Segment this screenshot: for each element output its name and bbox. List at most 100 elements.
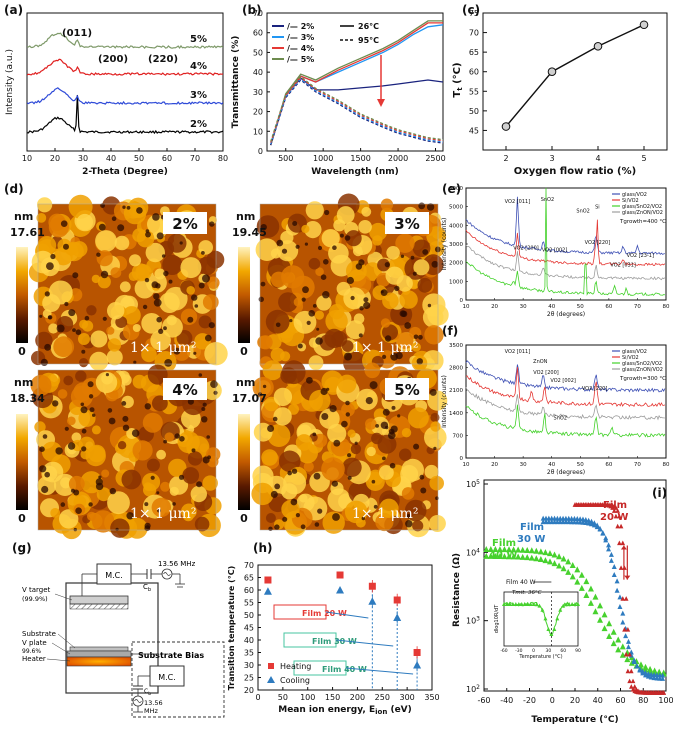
rf-top-label: 13.56 MHz [158, 560, 196, 568]
afm-grain [288, 403, 299, 415]
ytick-label-30: 30 [244, 661, 254, 670]
film40-point-b [642, 666, 649, 673]
afm-max: 18.34 [10, 392, 45, 405]
afm-grain [409, 326, 422, 340]
inset-point [573, 602, 578, 607]
afm-grain [58, 509, 79, 529]
afm-pit [41, 485, 49, 494]
afm-grain [377, 258, 390, 272]
afm-pit [144, 277, 150, 283]
afm-colorbar [238, 414, 250, 510]
afm-pit [413, 334, 419, 340]
legend-temp-0: 26°C [358, 22, 379, 31]
film40-point [515, 546, 522, 553]
xtick-label-80: 80 [663, 462, 670, 468]
afm-grain [110, 518, 130, 538]
inset-point [546, 626, 551, 631]
afm-pit [142, 304, 148, 310]
afm-grain [369, 222, 388, 241]
afm-grain [114, 235, 130, 251]
afm-pit [163, 326, 167, 331]
cooling-point-0 [263, 587, 272, 595]
xtick-label-10: 10 [463, 304, 470, 310]
afm-pit [384, 262, 390, 268]
afm-pit [81, 446, 87, 452]
afm-grain [132, 228, 147, 243]
afm-pit [369, 381, 378, 390]
afm-grain [107, 302, 125, 320]
afm-pit [413, 443, 420, 450]
ytick-label-50: 50 [253, 48, 263, 57]
panel-b-transmittance: (b) 500 1000 1500 2000 2500 0 10 20 30 40 50 60 70 W… [231, 3, 446, 177]
panel-d-label: (d) [4, 182, 24, 196]
ylabel: Intensity (counts) [441, 218, 448, 271]
afm-pit [391, 405, 396, 410]
film40-point-b [556, 562, 563, 569]
legend-text-0: glass/VO2 [622, 192, 647, 198]
panel-b-ticks: 500 1000 1500 2000 2500 0 10 20 30 40 50 60 70 [253, 9, 446, 163]
afm-grain [308, 355, 324, 370]
afm-pit [346, 276, 354, 285]
afm-grain [57, 389, 68, 399]
film40-point-b [528, 554, 535, 561]
afm-grain [169, 486, 179, 496]
heater-label: Heater [22, 655, 46, 663]
afm-grain [66, 416, 76, 426]
afm-grain [321, 457, 345, 481]
afm-pit [60, 502, 66, 507]
afm-grain [411, 342, 421, 352]
inset-point [543, 616, 548, 621]
panel-a-series-labels: 2% 3% 4% 5% [190, 34, 207, 130]
afm-grain [95, 371, 118, 394]
afm-grain [132, 374, 147, 389]
peak-annotation-3: Si [595, 205, 600, 211]
film40-point-b [492, 552, 499, 559]
film40-point-b [524, 554, 531, 561]
ytick-label-55: 55 [244, 599, 254, 608]
series-label-2pct: 2% [190, 119, 207, 130]
film40-point [528, 547, 535, 554]
afm-grain [308, 257, 321, 270]
film20-point-b [613, 505, 619, 510]
afm-pit [429, 388, 437, 396]
afm-pit [345, 400, 350, 406]
ytick-label-60: 60 [253, 29, 263, 38]
film30-point [660, 672, 666, 678]
afm-pit [153, 293, 160, 300]
afm-grain [147, 214, 167, 234]
film20-point-b [618, 523, 624, 529]
afm-pit [426, 203, 435, 211]
afm-grain [316, 295, 332, 311]
afm-pit [117, 224, 125, 232]
panel-i-resistance: (i) -60 -40 -20 0 20 40 60 80 100102103104105Fil… [452, 479, 673, 725]
afm-pit [313, 472, 321, 480]
film20-point-b [661, 690, 667, 695]
afm-grain [31, 250, 55, 274]
afm-pit [323, 259, 329, 265]
afm-grain [142, 412, 163, 433]
afm-pit [156, 491, 160, 495]
afm-grain [366, 446, 376, 457]
series-3 [465, 244, 666, 281]
xtick-label-40: 40 [106, 154, 116, 163]
panel-b-ylabel: Transmittance (%) [231, 36, 241, 129]
afm-grain [48, 280, 73, 305]
afm-pit [39, 465, 47, 473]
film40-point-b [574, 578, 581, 585]
afm-pit [406, 514, 411, 519]
afm-tile-2pct: nm 17.61 0 2% 1× 1 μm² [10, 194, 228, 373]
panel-a-ylabel: Intensity (a.u.) [5, 49, 15, 115]
afm-grain [399, 290, 418, 309]
panel-d-afm: (d) nm 17.61 0 2% 1× 1 μm² nm 19.45 0 3% 1× 1 μm²… [4, 182, 449, 540]
series-0 [465, 360, 666, 393]
afm-pit [178, 474, 185, 480]
inset-point [552, 626, 557, 631]
afm-pit [287, 470, 293, 476]
film40-point [537, 548, 544, 555]
afm-pit [358, 259, 365, 266]
xtick-label-60: 60 [605, 304, 612, 310]
ytick-label-65: 65 [244, 574, 254, 583]
afm-pit [144, 525, 151, 532]
afm-grain [206, 250, 225, 269]
